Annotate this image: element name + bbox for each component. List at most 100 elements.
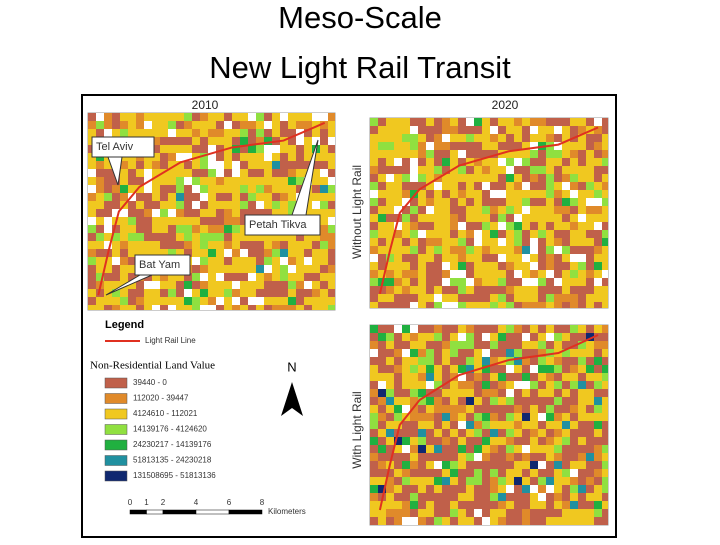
map-cell — [602, 254, 608, 262]
map-cell — [394, 278, 402, 286]
map-cell — [434, 477, 442, 485]
map-cell — [378, 437, 386, 445]
map-cell — [578, 333, 586, 341]
map-cell — [578, 254, 586, 262]
map-cell — [594, 341, 602, 349]
map-cell — [522, 509, 530, 517]
map-cell — [88, 249, 96, 257]
map-cell — [176, 201, 184, 209]
map-cell — [474, 118, 482, 126]
map-cell — [240, 249, 248, 257]
map-cell — [522, 485, 530, 493]
map-cell — [482, 230, 490, 238]
map-cell — [458, 485, 466, 493]
map-cell — [538, 501, 546, 509]
map-cell — [418, 477, 426, 485]
map-cell — [594, 118, 602, 126]
scale-tick-label: 8 — [260, 498, 265, 507]
map-cell — [320, 225, 328, 233]
map-cell — [458, 150, 466, 158]
map-cell — [594, 517, 602, 525]
map-cell — [578, 278, 586, 286]
map-cell — [490, 389, 498, 397]
map-cell — [88, 201, 96, 209]
map-cell — [506, 174, 514, 182]
map-cell — [442, 118, 450, 126]
map-cell — [562, 198, 570, 206]
map-cell — [152, 289, 160, 297]
map-cell — [602, 501, 608, 509]
map-cell — [410, 246, 418, 254]
map-cell — [490, 469, 498, 477]
map-cell — [482, 461, 490, 469]
map-cell — [168, 177, 176, 185]
map-cell — [386, 365, 394, 373]
map-cell — [168, 161, 176, 169]
map-cell — [394, 246, 402, 254]
map-cell — [320, 297, 328, 305]
map-cell — [232, 217, 240, 225]
map-cell — [578, 357, 586, 365]
map-cell — [370, 325, 378, 333]
map-cell — [474, 349, 482, 357]
map-cell — [458, 294, 466, 302]
map-cell — [216, 185, 224, 193]
map-cell — [378, 429, 386, 437]
map-cell — [450, 477, 458, 485]
map-cell — [546, 429, 554, 437]
map-cell — [426, 206, 434, 214]
map-cell — [458, 493, 466, 501]
map-cell — [530, 381, 538, 389]
map-cell — [402, 477, 410, 485]
map-cell — [128, 225, 136, 233]
map-cell — [402, 158, 410, 166]
map-cell — [506, 190, 514, 198]
map-cell — [578, 477, 586, 485]
map-cell — [394, 493, 402, 501]
map-cell — [426, 469, 434, 477]
map-cell — [120, 297, 128, 305]
map-cell — [538, 190, 546, 198]
map-cell — [594, 134, 602, 142]
map-cell — [546, 461, 554, 469]
map-cell — [570, 477, 578, 485]
map-cell — [104, 225, 112, 233]
map-cell — [562, 150, 570, 158]
map-cell — [152, 249, 160, 257]
map-cell — [152, 129, 160, 137]
map-cell — [450, 270, 458, 278]
map-cell — [578, 198, 586, 206]
map-cell — [434, 246, 442, 254]
map-cell — [288, 129, 296, 137]
map-cell — [288, 265, 296, 273]
map-cell — [88, 297, 96, 305]
map-cell — [442, 485, 450, 493]
map-cell — [394, 238, 402, 246]
map-cell — [474, 373, 482, 381]
map-cell — [378, 365, 386, 373]
map-cell — [418, 206, 426, 214]
map-cell — [402, 126, 410, 134]
map-cell — [208, 161, 216, 169]
map-cell — [320, 209, 328, 217]
map-cell — [554, 278, 562, 286]
map-cell — [418, 150, 426, 158]
map-cell — [96, 217, 104, 225]
map-cell — [538, 206, 546, 214]
map-cell — [152, 161, 160, 169]
map-cell — [386, 278, 394, 286]
map-cell — [224, 297, 232, 305]
map-cell — [434, 469, 442, 477]
map-cell — [272, 201, 280, 209]
map-cell — [320, 217, 328, 225]
map-cell — [538, 286, 546, 294]
map-cell — [168, 201, 176, 209]
callout-box — [91, 136, 155, 158]
map-cell — [370, 142, 378, 150]
map-cell — [442, 262, 450, 270]
map-cell — [232, 233, 240, 241]
map-cell — [410, 198, 418, 206]
map-cell — [200, 129, 208, 137]
map-cell — [602, 238, 608, 246]
map-cell — [482, 485, 490, 493]
